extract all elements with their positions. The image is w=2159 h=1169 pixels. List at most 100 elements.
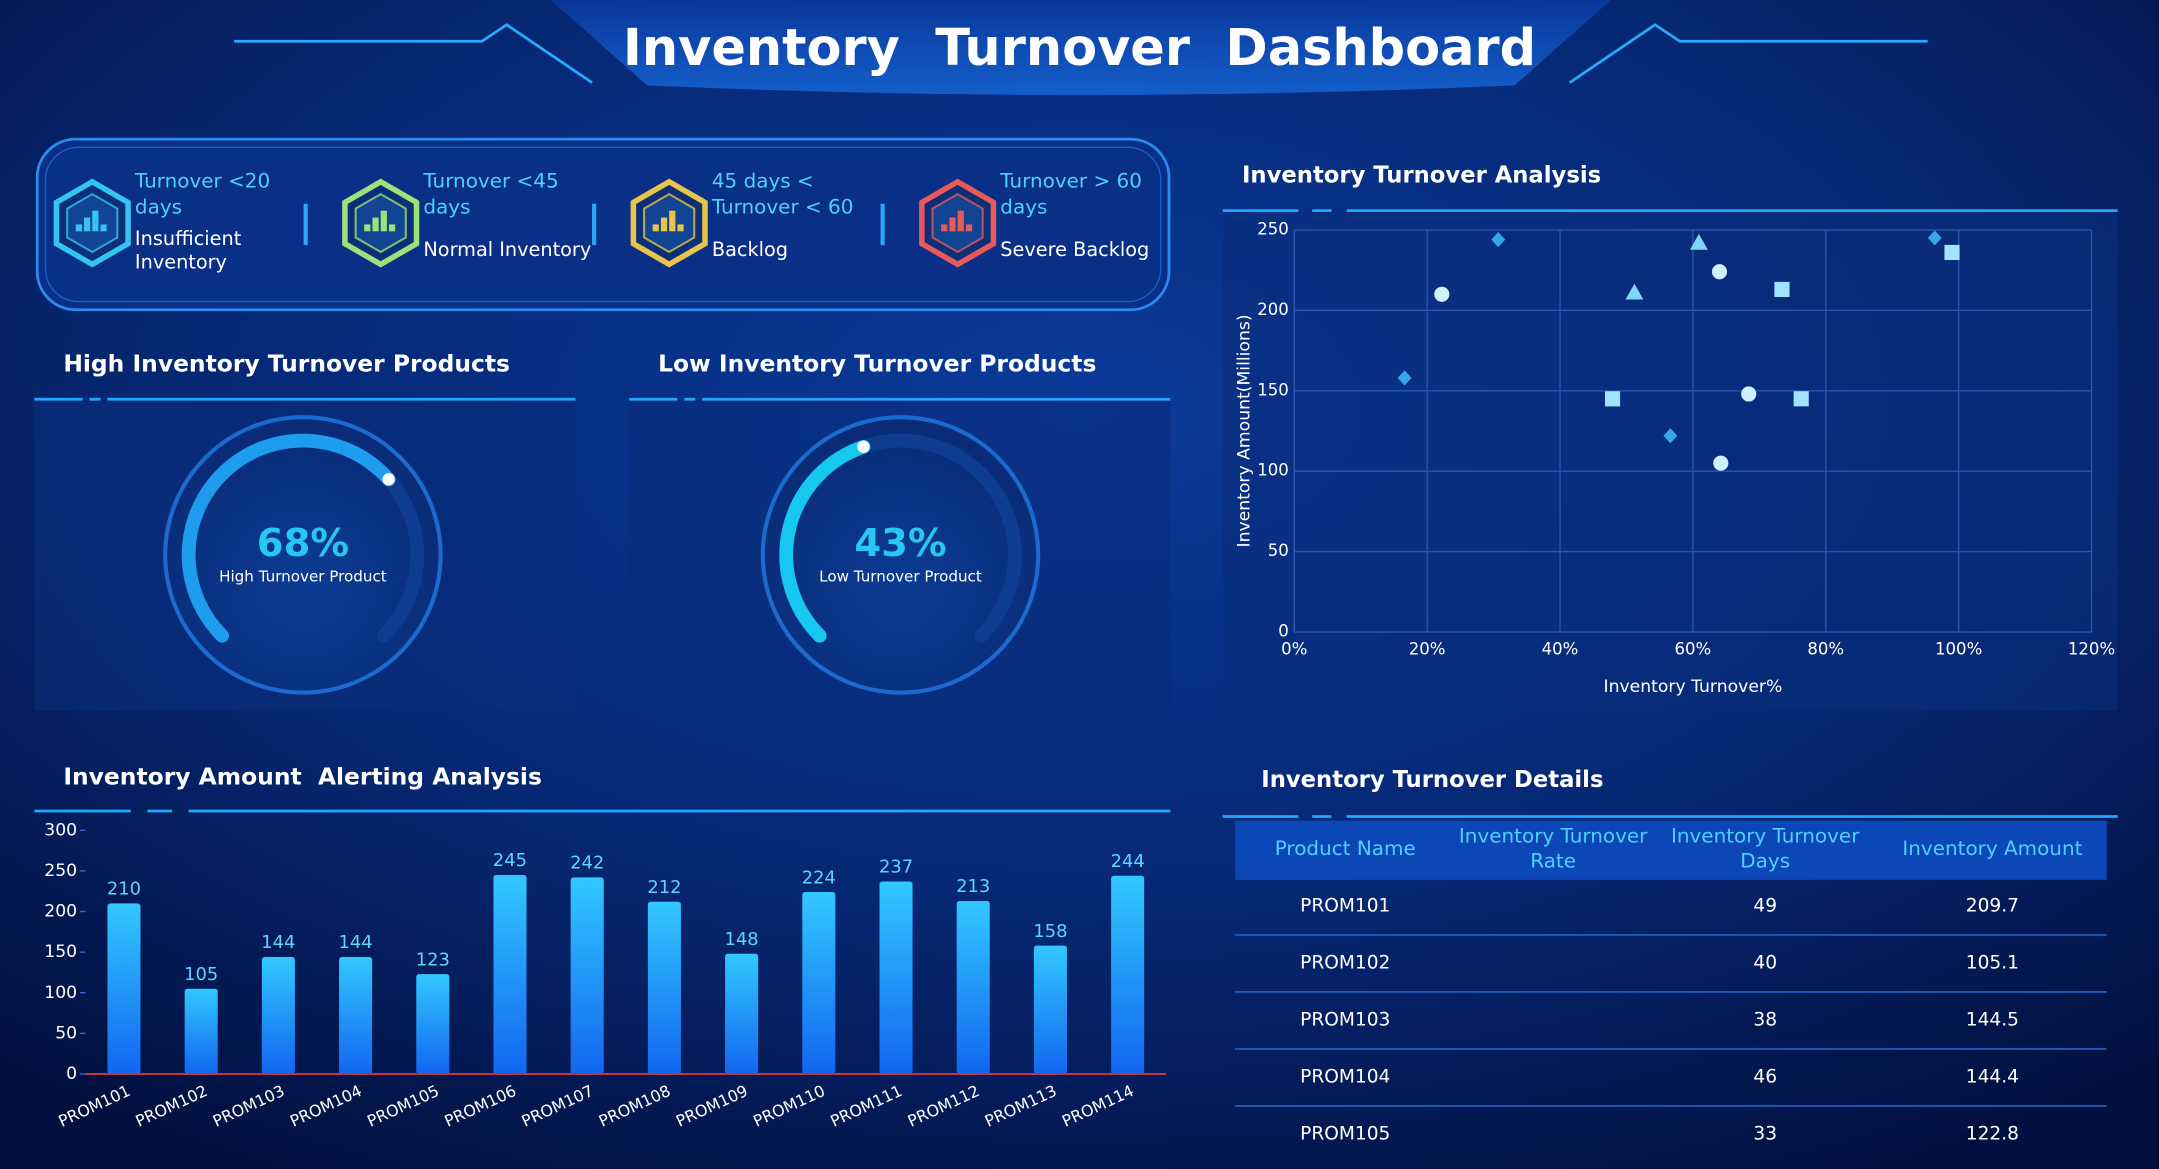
cell: 49 <box>1753 896 1777 917</box>
gauge-arc <box>181 433 396 643</box>
legend-icon-bar <box>941 224 948 232</box>
bar <box>261 957 295 1074</box>
gauge-ring <box>760 415 1041 695</box>
legend-status: Normal Inventory <box>423 238 591 261</box>
legend-box <box>35 137 1171 312</box>
legend-range: 45 days < <box>712 168 814 192</box>
gauge-value: 68% <box>257 521 349 566</box>
y-tick-label: 250 <box>44 861 77 881</box>
legend-icon-bar <box>652 224 659 232</box>
legend-status: Inventory <box>135 250 227 273</box>
legend-icon-bar <box>372 217 379 232</box>
y-tick-label: 50 <box>1268 541 1289 560</box>
bar <box>1033 945 1067 1074</box>
y-tick-label: 0 <box>66 1064 77 1084</box>
column-header: Days <box>1740 848 1790 872</box>
legend-range: Turnover <45 <box>422 168 558 192</box>
legend-range: days <box>135 194 182 218</box>
x-tick-label: 20% <box>1409 639 1446 658</box>
cell: 144.5 <box>1966 1010 2019 1031</box>
bar <box>725 953 759 1074</box>
data-label: 237 <box>879 857 913 878</box>
legend-icon-bar <box>949 217 956 232</box>
y-tick-label: 50 <box>55 1023 77 1043</box>
scatter-point <box>1434 286 1450 302</box>
legend-range: Turnover <20 <box>134 168 270 192</box>
scatter-point <box>1944 244 1960 261</box>
data-label: 148 <box>725 929 759 950</box>
legend-icon-bar <box>92 210 99 232</box>
cell: 144.4 <box>1966 1067 2019 1088</box>
y-axis-label: Inventory Amount(Millions) <box>1235 314 1255 547</box>
scatter-point <box>1604 391 1621 407</box>
data-label: 244 <box>1111 851 1145 872</box>
gauge-ring <box>163 415 443 695</box>
bar-title: Inventory Amount Alerting Analysis <box>63 762 542 790</box>
legend-inner-border <box>44 146 1162 303</box>
legend-icon-bar <box>677 224 684 232</box>
bar <box>802 892 836 1074</box>
panel <box>1222 209 2118 711</box>
bar <box>493 874 527 1074</box>
legend-icon-bar <box>965 224 973 232</box>
x-tick-label: 80% <box>1807 639 1844 658</box>
data-label: 210 <box>107 879 141 900</box>
gauge-arc <box>779 439 871 643</box>
gauge-label: Low Turnover Product <box>819 567 982 585</box>
gauge-title: High Inventory Turnover Products <box>63 349 510 377</box>
bar <box>184 988 218 1074</box>
dashboard-title: Inventory Turnover Dashboard <box>623 19 1536 78</box>
legend-range: days <box>1000 194 1047 218</box>
legend-icon-bar <box>100 224 107 232</box>
gauge-value: 43% <box>854 521 946 566</box>
data-label: 105 <box>184 964 218 985</box>
scatter-point <box>1625 283 1644 300</box>
table-header <box>1235 820 2107 880</box>
cell: PROM102 <box>1300 953 1390 974</box>
y-tick-label: 200 <box>1257 300 1289 319</box>
cell: 46 <box>1753 1067 1777 1088</box>
scatter-point <box>1927 230 1942 246</box>
bar <box>879 881 913 1074</box>
legend-icon-bar <box>957 210 964 232</box>
data-label: 245 <box>493 850 527 871</box>
y-tick-label: 150 <box>1257 380 1289 399</box>
data-label: 158 <box>1033 921 1067 942</box>
x-tick-label: 60% <box>1675 639 1712 658</box>
legend-icon-bar <box>75 224 82 232</box>
scatter-point <box>1741 386 1757 402</box>
legend-icon-bar <box>388 224 396 232</box>
legend-icon-bar <box>669 210 676 232</box>
y-tick-label: 250 <box>1257 219 1289 238</box>
x-tick-label: 0% <box>1281 639 1307 658</box>
legend-range: Turnover > 60 <box>999 168 1142 192</box>
bar <box>570 877 604 1074</box>
data-label: 144 <box>339 932 373 953</box>
legend-status: Severe Backlog <box>1000 238 1149 261</box>
bar <box>339 957 373 1074</box>
column-header: Rate <box>1530 848 1576 872</box>
legend-icon-bar <box>83 217 91 232</box>
cell: 38 <box>1753 1010 1777 1031</box>
legend-icon-bar <box>380 210 387 232</box>
gauge-dot <box>857 440 870 453</box>
cell: 209.7 <box>1966 896 2019 917</box>
y-tick-label: 100 <box>44 983 77 1003</box>
cell: 33 <box>1753 1124 1777 1145</box>
bar <box>1111 875 1145 1074</box>
data-label: 123 <box>416 949 450 970</box>
bar <box>107 903 141 1074</box>
scatter-point <box>1689 233 1708 250</box>
cell: 40 <box>1753 953 1777 974</box>
legend-icon-bar <box>660 217 668 232</box>
data-label: 212 <box>647 877 681 898</box>
bar <box>647 901 681 1074</box>
gauge-label: High Turnover Product <box>219 567 387 585</box>
scatter-point <box>1491 232 1506 248</box>
header-decoration <box>234 23 1928 84</box>
cell: PROM104 <box>1300 1067 1390 1088</box>
scatter-point <box>1711 264 1728 280</box>
x-axis-label: Inventory Turnover% <box>1604 677 1783 697</box>
